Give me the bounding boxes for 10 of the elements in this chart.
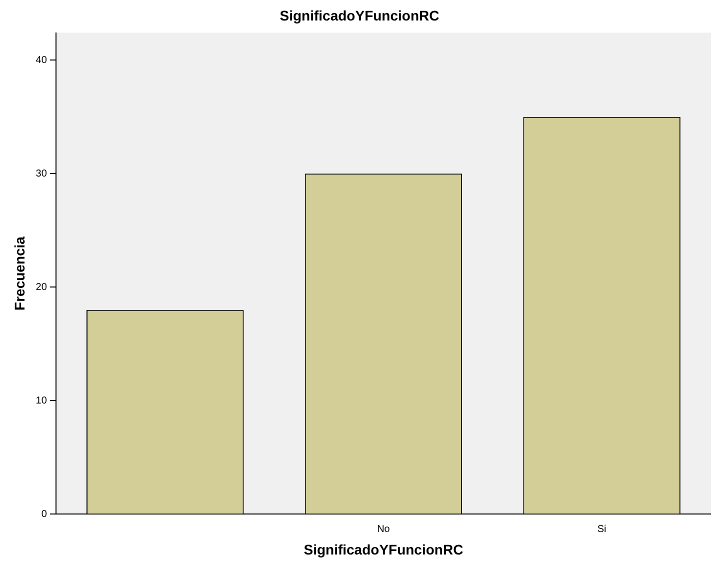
y-axis-title: Frecuencia [11,236,28,310]
x-axis-title: SignificadoYFuncionRC [304,541,464,558]
y-tick-label: 30 [36,168,48,180]
x-tick-label: No [377,524,390,535]
y-tick-label: 0 [41,508,48,520]
y-tick-label: 20 [36,282,48,293]
y-tick-label: 40 [36,54,48,66]
y-tick-label: 10 [36,395,48,406]
chart-title: SignificadoYFuncionRC [280,7,440,24]
x-tick-label: Si [597,524,606,535]
